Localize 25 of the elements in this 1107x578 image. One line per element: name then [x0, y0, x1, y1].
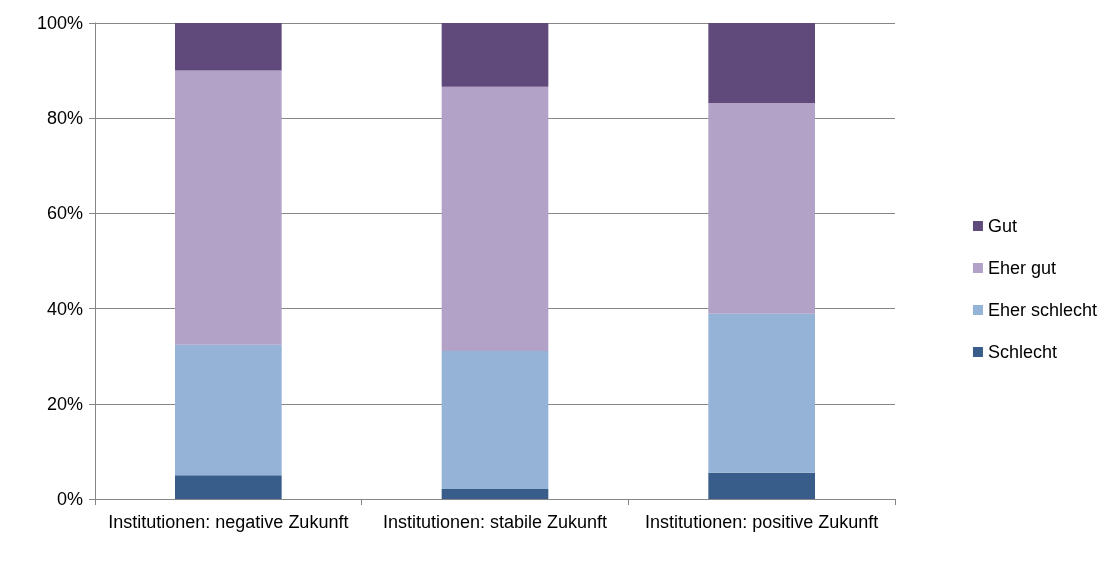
x-tick-label: Institutionen: stabile Zukunft	[382, 512, 608, 532]
y-tick-label: 20%	[46, 393, 83, 414]
legend-label: Gut	[987, 216, 1017, 236]
bar	[708, 23, 815, 103]
bar	[441, 350, 549, 489]
legend-label: Eher gut	[987, 258, 1056, 278]
y-tick-label: 100%	[36, 13, 83, 33]
y-tick-label: 80%	[46, 108, 83, 129]
bar	[175, 475, 282, 499]
legend-label: Schlecht	[987, 342, 1057, 362]
y-tick-label: 60%	[46, 203, 83, 224]
bar	[175, 70, 282, 345]
legend-label: Eher schlecht	[987, 300, 1098, 320]
bar	[708, 472, 815, 499]
bar	[441, 23, 549, 87]
y-tick-label: 0%	[56, 489, 83, 509]
bar	[708, 102, 815, 314]
bar	[441, 86, 549, 351]
bar	[441, 489, 549, 499]
y-tick-label: 40%	[46, 298, 83, 319]
x-tick-label: Institutionen: negative Zukunft	[108, 512, 349, 532]
x-tick-label: Institutionen: positive Zukunft	[645, 512, 879, 532]
bar	[708, 313, 815, 473]
bar	[175, 23, 282, 71]
bar	[175, 344, 282, 476]
